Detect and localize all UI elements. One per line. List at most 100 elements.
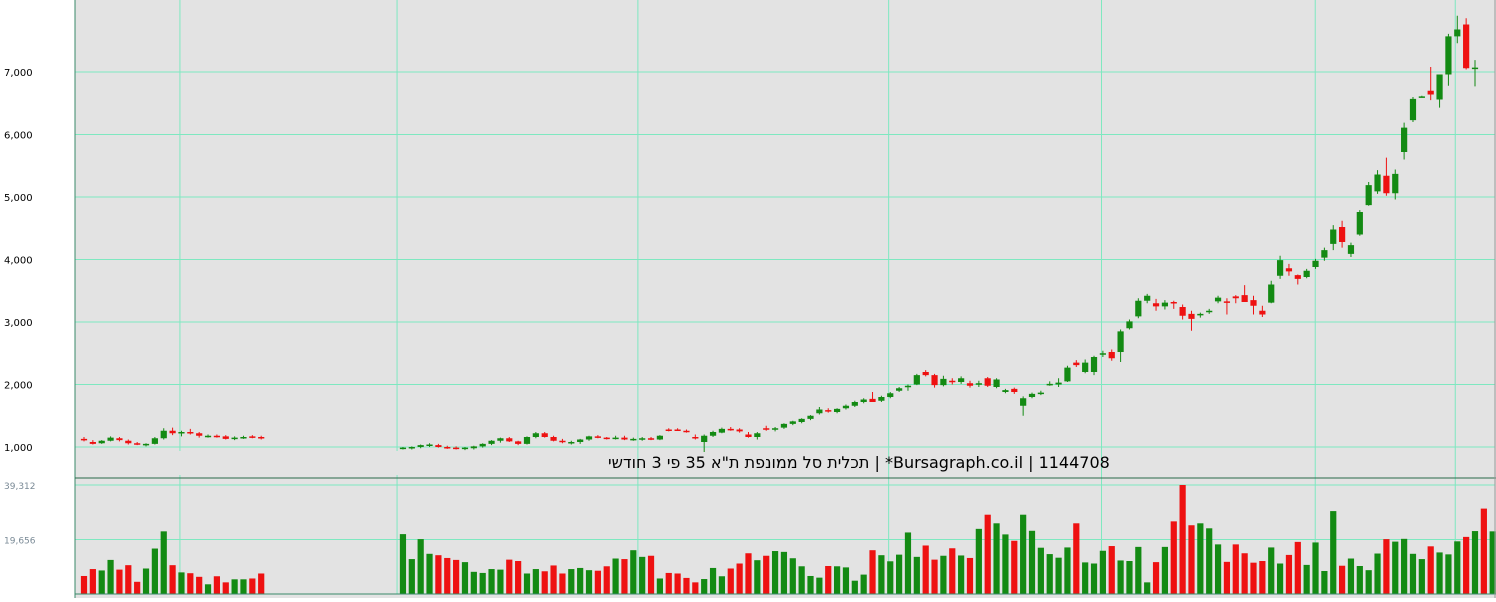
candle-body — [869, 398, 876, 402]
candle-body — [488, 440, 495, 444]
volume-bar — [1489, 531, 1496, 594]
volume-bar — [1170, 521, 1177, 594]
candle-body — [550, 437, 557, 441]
volume-bar — [1046, 554, 1053, 594]
volume-bar — [904, 532, 912, 594]
candle-body — [116, 438, 123, 441]
volume-bar — [1427, 546, 1434, 594]
candle-body — [718, 428, 726, 433]
volume-bar — [958, 555, 965, 594]
volume-bar — [399, 534, 407, 594]
candle-body — [1197, 313, 1204, 316]
volume-bar — [568, 569, 575, 594]
volume-bar — [1188, 525, 1195, 594]
volume-bar — [98, 570, 105, 594]
chart-title: Bursagraph.co.il | 1144708* | תכלית סל מ… — [608, 453, 1110, 472]
candle-body — [1276, 260, 1284, 276]
candle-body — [1374, 174, 1381, 192]
candle-body — [213, 435, 220, 438]
volume-bar — [249, 578, 256, 594]
candle-body — [612, 437, 619, 440]
candle-body — [1232, 296, 1239, 299]
volume-bar — [1037, 547, 1044, 594]
candle-body — [1082, 362, 1089, 372]
candle-body — [444, 447, 451, 449]
volume-bar — [798, 566, 805, 594]
candlestick-series — [80, 15, 1479, 452]
candle-body — [1152, 303, 1160, 307]
candle-body — [541, 433, 548, 437]
candle-body — [1436, 74, 1443, 100]
volume-bar — [665, 572, 672, 594]
volume-bar — [479, 572, 486, 594]
candle-body — [1401, 127, 1408, 152]
volume-bar — [984, 514, 991, 594]
volume-bar — [639, 556, 646, 594]
volume-bar — [780, 551, 788, 594]
grid-layer — [75, 0, 1495, 594]
y-tick-label: 4,000 — [4, 256, 33, 267]
candle-body — [506, 438, 513, 442]
volume-bar — [470, 571, 477, 594]
volume-bar — [1179, 485, 1186, 594]
candle-body — [196, 433, 203, 436]
candle-body — [1135, 300, 1142, 317]
volume-series — [80, 485, 1496, 594]
volume-bar — [1463, 536, 1470, 594]
candle-body — [1170, 302, 1177, 304]
candle-body — [470, 446, 477, 449]
volume-bar — [1356, 565, 1363, 594]
volume-bar — [896, 554, 903, 594]
candle-body — [975, 383, 982, 385]
volume-bar — [213, 576, 220, 594]
candle-body — [1055, 382, 1062, 385]
volume-bar — [763, 555, 770, 594]
volume-bar — [789, 558, 796, 594]
candle-body — [727, 428, 734, 431]
candle-body — [754, 433, 761, 437]
candle-body — [701, 435, 708, 442]
volume-bar — [435, 555, 442, 594]
title-backdrop — [78, 451, 614, 475]
volume-bar — [940, 555, 947, 594]
y-tick-label: 2,000 — [4, 381, 33, 392]
volume-bar — [1055, 557, 1062, 594]
candle-body — [231, 437, 238, 440]
volume-bar — [816, 577, 823, 594]
candle-body — [949, 380, 956, 383]
candle-body — [435, 445, 442, 447]
volume-bar — [1232, 544, 1239, 594]
candle-body — [887, 393, 894, 397]
volume-bar — [727, 568, 734, 594]
candle-body — [780, 423, 788, 428]
volume-bar — [1330, 511, 1337, 594]
volume-bar — [1135, 546, 1142, 594]
volume-bar — [559, 573, 566, 594]
candle-body — [523, 437, 531, 444]
candle-body — [842, 405, 850, 409]
volume-bar — [1383, 539, 1390, 594]
candle-body — [249, 436, 256, 438]
candle-body — [1330, 229, 1337, 244]
candle-body — [80, 438, 88, 441]
y-tick-label: 5,000 — [4, 193, 33, 204]
volume-bar — [931, 559, 938, 594]
volume-bar — [585, 570, 593, 594]
candle-body — [1365, 185, 1372, 206]
candle-body — [1126, 321, 1133, 329]
volume-bar — [1206, 528, 1213, 594]
candle-body — [258, 437, 265, 439]
volume-bar — [1392, 541, 1399, 594]
volume-bar — [196, 576, 203, 594]
volume-bar — [594, 570, 601, 594]
candle-body — [1108, 352, 1115, 359]
candle-body — [1206, 310, 1213, 313]
price-panel-background — [75, 0, 1496, 478]
volume-bar — [1064, 547, 1071, 594]
candle-body — [621, 437, 628, 440]
candle-body — [568, 442, 575, 444]
candle-body — [771, 428, 779, 430]
candle-body — [639, 438, 646, 440]
candle-body — [931, 375, 938, 386]
